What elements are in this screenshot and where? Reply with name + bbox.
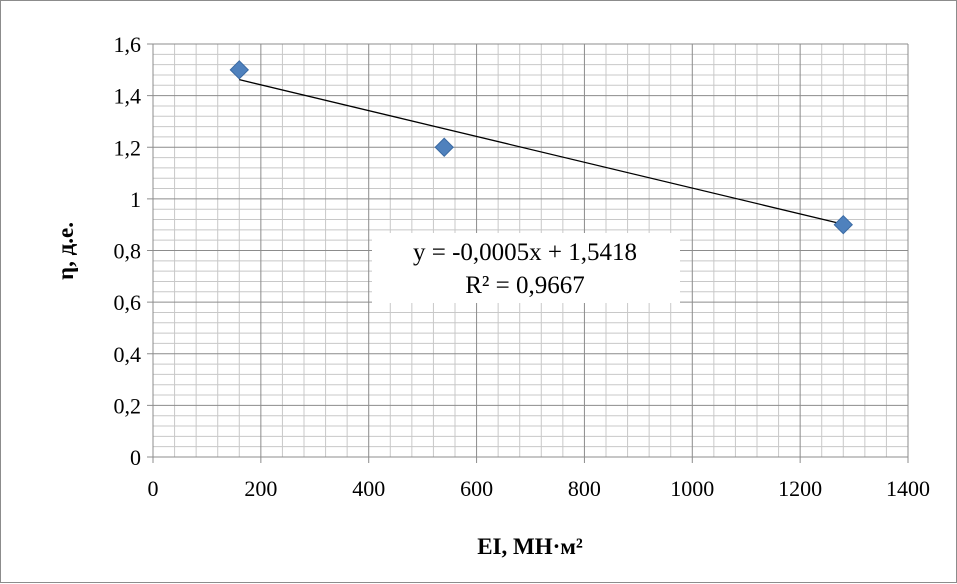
data-points [229, 60, 853, 235]
x-tick-label: 0 [148, 476, 159, 501]
trendline [239, 79, 844, 225]
x-axis-tick-labels: 0 200 400 600 800 1000 1200 1400 [148, 476, 931, 501]
x-tick-label: 1400 [886, 476, 930, 501]
data-point-diamond [833, 214, 853, 235]
trendline-equation: y = -0,0005x + 1,5418 [413, 239, 637, 266]
y-tick-label: 0 [130, 445, 141, 470]
trendline-r-squared: R² = 0,9667 [465, 272, 585, 299]
y-tick-label: 0,4 [114, 342, 142, 367]
x-tick-label: 600 [460, 476, 493, 501]
trendline-label-background [372, 233, 680, 303]
trendline-equation-box: y = -0,0005x + 1,5418 R² = 0,9667 [372, 233, 680, 303]
x-tick-label: 1200 [778, 476, 822, 501]
data-point-diamond [434, 137, 454, 157]
y-axis-title: η, д.е. [53, 222, 78, 280]
y-tick-label: 0,2 [114, 393, 142, 418]
y-tick-label: 1,6 [114, 32, 142, 57]
y-tick-label: 1,4 [114, 84, 142, 109]
axes [147, 43, 909, 463]
x-tick-label: 1000 [670, 476, 714, 501]
x-axis-title: EI, МН·м² [477, 534, 583, 559]
x-tick-label: 800 [568, 476, 601, 501]
trendline-layer [239, 79, 844, 225]
x-tick-label: 200 [244, 476, 277, 501]
y-tick-label: 1,2 [114, 135, 142, 160]
y-tick-label: 0,6 [114, 290, 142, 315]
y-tick-label: 0,8 [114, 239, 142, 264]
data-point-diamond [229, 60, 249, 80]
y-tick-label: 1 [130, 187, 141, 212]
x-tick-label: 400 [352, 476, 385, 501]
y-axis-tick-labels: 0 0,2 0,4 0,6 0,8 1 1,2 1,4 1,6 [114, 32, 142, 470]
